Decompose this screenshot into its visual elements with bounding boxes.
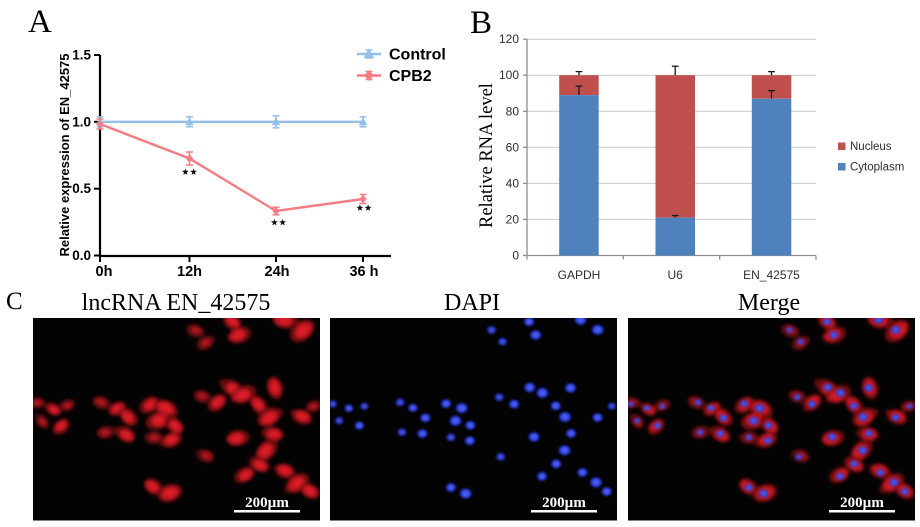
svg-text:100: 100 xyxy=(499,68,519,82)
svg-text:GAPDH: GAPDH xyxy=(558,268,601,282)
svg-text:200µm: 200µm xyxy=(840,495,884,511)
svg-text:40: 40 xyxy=(506,176,520,190)
svg-text:200µm: 200µm xyxy=(542,495,586,511)
svg-text:Control: Control xyxy=(389,47,446,64)
svg-text:0h: 0h xyxy=(96,264,113,280)
svg-text:C: C xyxy=(6,288,23,315)
svg-text:1.0: 1.0 xyxy=(72,114,91,129)
svg-text:80: 80 xyxy=(506,104,520,118)
svg-text:B: B xyxy=(470,5,492,41)
svg-text:36 h: 36 h xyxy=(349,264,378,280)
svg-text:Relative RNA level: Relative RNA level xyxy=(477,83,497,228)
svg-text:0.5: 0.5 xyxy=(72,181,91,196)
svg-text:12h: 12h xyxy=(177,264,202,280)
svg-text:EN_42575: EN_42575 xyxy=(743,268,800,282)
svg-text:A: A xyxy=(28,4,52,40)
svg-text:200µm: 200µm xyxy=(245,495,289,511)
svg-text:Merge: Merge xyxy=(738,290,800,316)
svg-text:0: 0 xyxy=(512,249,519,263)
svg-text:20: 20 xyxy=(506,212,520,226)
svg-text:CPB2: CPB2 xyxy=(389,68,432,85)
svg-text:Cytoplasm: Cytoplasm xyxy=(850,162,904,174)
svg-text:lncRNA EN_42575: lncRNA EN_42575 xyxy=(82,290,271,316)
svg-text:24h: 24h xyxy=(265,264,290,280)
svg-text:0.0: 0.0 xyxy=(72,248,91,263)
svg-text:120: 120 xyxy=(499,32,519,46)
svg-text:Relative expression of EN_4257: Relative expression of EN_42575 xyxy=(57,53,72,256)
svg-text:U6: U6 xyxy=(668,268,684,282)
svg-text:DAPI: DAPI xyxy=(444,290,500,316)
svg-text:1.5: 1.5 xyxy=(72,48,91,63)
svg-text:Nucleus: Nucleus xyxy=(850,141,892,153)
svg-text:60: 60 xyxy=(506,140,520,154)
